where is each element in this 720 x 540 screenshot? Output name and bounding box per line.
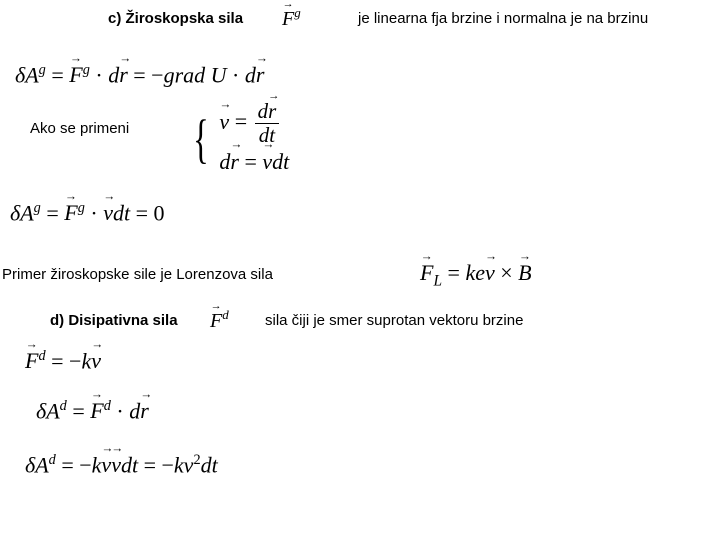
equation-dAd-Fd-dr: δAd = Fd · dr [36,398,149,424]
equation-dAg-gradU: δAg = Fg · dr = −grad U · dr [15,62,264,88]
ako-se-primeni-label: Ako se primeni [30,120,129,137]
equation-lorentz: FL = kev × B [420,260,532,290]
brace-system: v = drdt dr = vdt [219,100,289,178]
section-c-label: c) Žiroskopska sila [108,10,243,27]
section-d-desc: sila čiji je smer suprotan vektoru brzin… [265,312,523,329]
section-c-symbol: Fg [282,5,301,31]
left-brace-icon: { [193,112,209,166]
equation-dAd-kv2dt: δAd = −kvvdt = −kv2dt [25,452,218,478]
section-c-desc: je linearna fja brzine i normalna je na … [358,10,648,27]
equation-dAg-zero: δAg = Fg · vdt = 0 [10,200,165,226]
eq-dr-vdt: dr = vdt [219,147,289,178]
section-d-label: d) Disipativna sila [50,312,178,329]
lorentz-example-label: Primer žiroskopske sile je Lorenzova sil… [2,266,273,283]
equation-Fd-kv: Fd = −kv [25,348,101,374]
section-d-symbol: Fd [210,307,229,333]
